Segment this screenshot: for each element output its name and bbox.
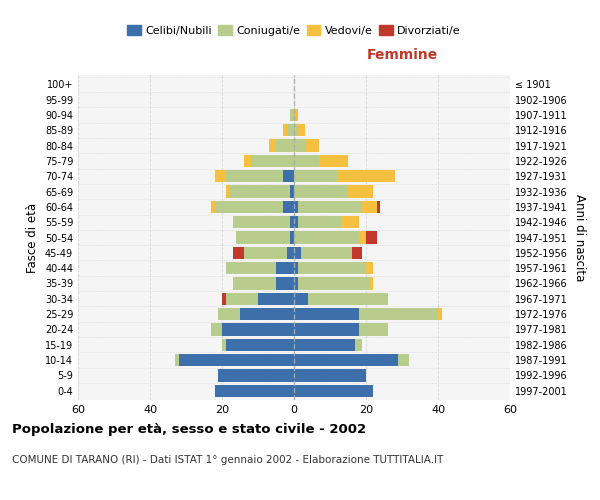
- Bar: [337, 170, 395, 182]
- Bar: [226, 262, 276, 274]
- Bar: [290, 216, 294, 228]
- Bar: [348, 185, 373, 198]
- Bar: [370, 277, 373, 290]
- Bar: [294, 231, 359, 244]
- Bar: [294, 185, 348, 198]
- Bar: [229, 185, 290, 198]
- Bar: [294, 277, 298, 290]
- Bar: [226, 292, 258, 305]
- Bar: [287, 124, 294, 136]
- Bar: [359, 308, 438, 320]
- Bar: [294, 246, 301, 259]
- Bar: [222, 323, 294, 336]
- Text: Femmine: Femmine: [367, 48, 437, 62]
- Bar: [236, 231, 290, 244]
- Bar: [294, 262, 298, 274]
- Bar: [226, 170, 283, 182]
- Bar: [305, 139, 319, 152]
- Bar: [298, 124, 305, 136]
- Bar: [244, 246, 287, 259]
- Bar: [294, 139, 305, 152]
- Bar: [294, 292, 308, 305]
- Bar: [294, 200, 298, 213]
- Bar: [398, 354, 409, 366]
- Bar: [294, 369, 366, 382]
- Legend: Celibi/Nubili, Coniugati/e, Vedovi/e, Divorziati/e: Celibi/Nubili, Coniugati/e, Vedovi/e, Di…: [124, 22, 464, 39]
- Bar: [222, 338, 226, 351]
- Bar: [211, 323, 222, 336]
- Bar: [362, 200, 377, 213]
- Bar: [294, 323, 359, 336]
- Bar: [366, 231, 377, 244]
- Bar: [359, 323, 388, 336]
- Bar: [211, 200, 215, 213]
- Bar: [294, 308, 359, 320]
- Bar: [298, 277, 370, 290]
- Bar: [298, 200, 362, 213]
- Bar: [233, 246, 244, 259]
- Bar: [294, 124, 298, 136]
- Bar: [179, 354, 294, 366]
- Bar: [283, 170, 294, 182]
- Bar: [215, 170, 226, 182]
- Bar: [290, 231, 294, 244]
- Bar: [294, 108, 298, 121]
- Bar: [366, 262, 373, 274]
- Y-axis label: Anni di nascita: Anni di nascita: [573, 194, 586, 281]
- Bar: [294, 154, 319, 167]
- Bar: [276, 262, 294, 274]
- Bar: [294, 384, 373, 397]
- Bar: [294, 170, 337, 182]
- Bar: [290, 185, 294, 198]
- Bar: [218, 308, 240, 320]
- Bar: [240, 308, 294, 320]
- Bar: [341, 216, 359, 228]
- Bar: [294, 338, 355, 351]
- Bar: [283, 124, 287, 136]
- Y-axis label: Fasce di età: Fasce di età: [26, 202, 39, 272]
- Bar: [287, 246, 294, 259]
- Bar: [244, 154, 251, 167]
- Bar: [298, 216, 341, 228]
- Bar: [438, 308, 442, 320]
- Bar: [251, 154, 294, 167]
- Bar: [269, 139, 276, 152]
- Bar: [222, 292, 226, 305]
- Bar: [294, 216, 298, 228]
- Bar: [215, 384, 294, 397]
- Bar: [175, 354, 179, 366]
- Bar: [283, 200, 294, 213]
- Bar: [218, 369, 294, 382]
- Bar: [377, 200, 380, 213]
- Bar: [352, 246, 362, 259]
- Bar: [215, 200, 283, 213]
- Bar: [276, 139, 294, 152]
- Bar: [301, 246, 352, 259]
- Bar: [276, 277, 294, 290]
- Bar: [226, 185, 229, 198]
- Bar: [258, 292, 294, 305]
- Bar: [308, 292, 388, 305]
- Text: COMUNE DI TARANO (RI) - Dati ISTAT 1° gennaio 2002 - Elaborazione TUTTITALIA.IT: COMUNE DI TARANO (RI) - Dati ISTAT 1° ge…: [12, 455, 443, 465]
- Bar: [359, 231, 366, 244]
- Bar: [233, 216, 290, 228]
- Text: Popolazione per età, sesso e stato civile - 2002: Popolazione per età, sesso e stato civil…: [12, 422, 366, 436]
- Bar: [294, 354, 398, 366]
- Bar: [226, 338, 294, 351]
- Bar: [298, 262, 366, 274]
- Bar: [319, 154, 348, 167]
- Bar: [355, 338, 362, 351]
- Bar: [233, 277, 276, 290]
- Bar: [290, 108, 294, 121]
